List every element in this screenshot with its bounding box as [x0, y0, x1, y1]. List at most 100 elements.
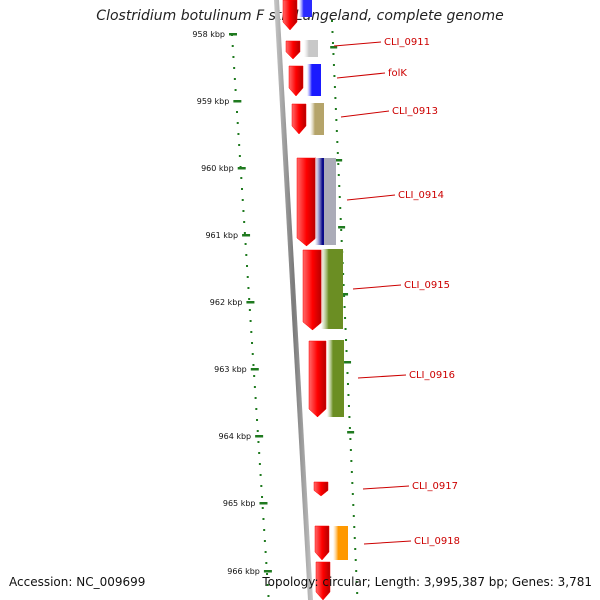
genome-backbone: [274, 0, 313, 600]
track-dot: [346, 383, 349, 385]
gene-label-leader: [336, 72, 386, 79]
track-dot: [331, 31, 334, 33]
ruler-dot: [238, 144, 241, 146]
cds-arrow: [313, 481, 329, 497]
track-dot: [354, 559, 357, 561]
cds-arrow: [315, 561, 331, 600]
ruler-dot: [236, 122, 239, 124]
ruler-dot: [261, 496, 264, 498]
gene-label[interactable]: CLI_0917: [412, 481, 458, 492]
track-dot: [345, 339, 348, 341]
track-dot: [349, 438, 352, 440]
ruler-dot: [236, 111, 239, 113]
accession-text: Accession: NC_009699: [9, 575, 146, 589]
ruler-dot: [260, 485, 263, 487]
track-tick: [347, 431, 355, 434]
track-dot: [337, 163, 340, 165]
ruler-dot: [267, 595, 270, 597]
ruler-dot: [248, 298, 251, 300]
ruler-dot: [240, 177, 243, 179]
ruler-dot: [244, 243, 247, 245]
track-tick: [330, 46, 338, 49]
kbp-tick-label: 958 kbp: [192, 30, 225, 39]
ruler-dot: [243, 221, 246, 223]
ruler-dot: [263, 540, 266, 542]
ruler-dot: [231, 45, 234, 47]
ruler-dot: [254, 397, 257, 399]
track-dot: [338, 196, 341, 198]
gene-label-leader: [340, 110, 390, 118]
kbp-tick-label: 960 kbp: [201, 164, 234, 173]
track-dot: [333, 86, 336, 88]
cds-arrow: [291, 103, 307, 135]
kbp-tick: [233, 100, 242, 103]
gene-label[interactable]: CLI_0911: [384, 37, 430, 48]
ruler-dot: [258, 463, 261, 465]
track-dot: [343, 295, 346, 297]
track-dot: [335, 119, 338, 121]
cds-arrow: [308, 340, 327, 418]
ruler-dot: [250, 331, 253, 333]
cds-arrow: [302, 249, 323, 331]
track-dot: [347, 405, 350, 407]
ruler-dot: [256, 430, 259, 432]
track-dot: [350, 460, 353, 462]
ruler-dot: [243, 232, 246, 234]
track-dot: [352, 504, 355, 506]
ruler-dot: [233, 78, 236, 80]
gene-label[interactable]: CLI_0916: [409, 370, 455, 381]
gene-feature-block: [307, 64, 321, 96]
ruler-dot: [252, 364, 255, 366]
cds-arrow: [285, 40, 301, 60]
ruler-dot: [251, 342, 254, 344]
cds-arrow: [282, 0, 298, 31]
ruler-dot: [233, 67, 236, 69]
track-dot: [351, 493, 354, 495]
genome-info-text: Topology: circular; Length: 3,995,387 bp…: [262, 575, 592, 589]
gene-label-leader: [333, 41, 382, 47]
kbp-tick: [259, 502, 268, 505]
gene-label[interactable]: CLI_0914: [398, 190, 444, 201]
ruler-dot: [247, 287, 250, 289]
gene-feature-block: [310, 103, 324, 135]
track-dot: [349, 449, 352, 451]
track-dot: [354, 548, 357, 550]
ruler-dot: [264, 551, 267, 553]
track-dot: [342, 273, 345, 275]
track-dot: [340, 229, 343, 231]
gene-label[interactable]: CLI_0913: [392, 106, 438, 117]
track-dot: [339, 218, 342, 220]
kbp-tick-label: 963 kbp: [214, 365, 247, 374]
cds-arrow: [314, 525, 330, 561]
track-dot: [338, 185, 341, 187]
gene-label[interactable]: CLI_0918: [414, 536, 460, 547]
track-dot: [353, 526, 356, 528]
ruler-dot: [259, 474, 262, 476]
track-tick: [341, 293, 349, 296]
kbp-tick-label: 964 kbp: [219, 432, 252, 441]
track-dot: [340, 240, 343, 242]
track-dot: [343, 306, 346, 308]
ruler-dot: [258, 452, 261, 454]
kbp-tick: [229, 33, 237, 36]
ruler-dot: [249, 320, 252, 322]
ruler-dot: [232, 56, 235, 58]
ruler-dot: [248, 309, 251, 311]
track-dot: [339, 207, 342, 209]
track-tick: [344, 361, 352, 364]
gene-feature-block: [333, 526, 348, 560]
track-dot: [333, 75, 336, 77]
gene-feature-block: [304, 40, 318, 57]
track-dot: [334, 108, 337, 110]
gene-label-leader: [363, 540, 412, 545]
gene-label-leader: [352, 284, 402, 290]
ruler-dot: [255, 408, 258, 410]
ruler-dot: [241, 199, 244, 201]
track-dot: [347, 394, 350, 396]
gene-label[interactable]: folK: [388, 68, 407, 79]
track-dot: [344, 317, 347, 319]
kbp-tick: [255, 435, 264, 438]
gene-label[interactable]: CLI_0915: [404, 280, 450, 291]
kbp-tick-label: 966 kbp: [227, 567, 260, 576]
